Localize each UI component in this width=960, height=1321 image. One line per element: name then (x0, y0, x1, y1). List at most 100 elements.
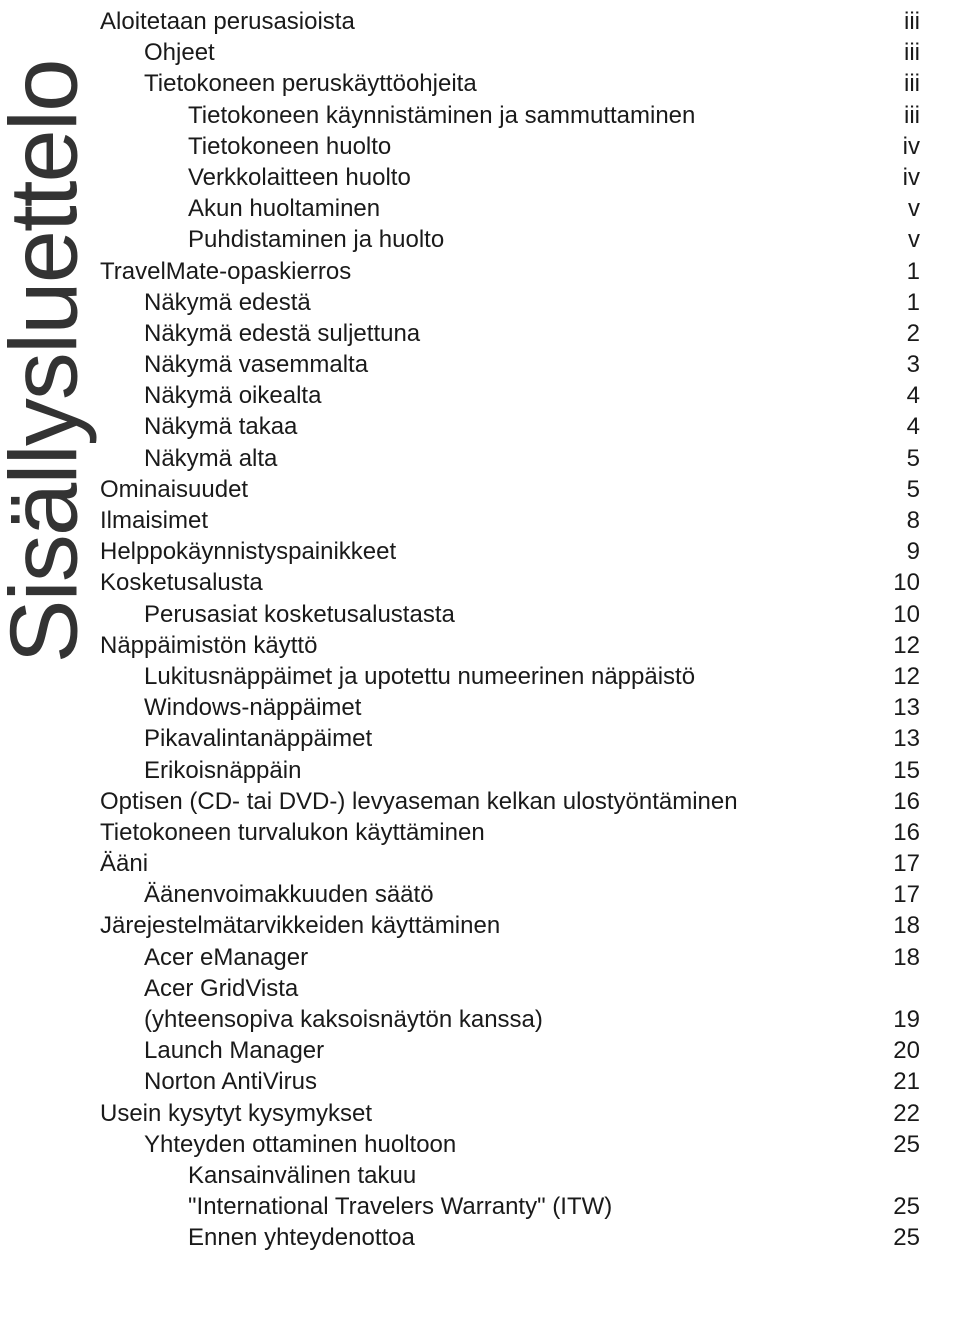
toc-row: Näkymä vasemmalta3 (100, 349, 920, 380)
toc-row: Norton AntiVirus21 (100, 1066, 920, 1097)
toc-page-number: 18 (864, 942, 920, 973)
toc-page-number: 3 (864, 349, 920, 380)
toc-page-number: 10 (864, 567, 920, 598)
toc-page-number: 25 (864, 1222, 920, 1253)
toc-page-number: 5 (864, 443, 920, 474)
toc-page-number: 13 (864, 692, 920, 723)
toc-label: Lukitusnäppäimet ja upotettu numeerinen … (144, 661, 864, 692)
toc-label: Kansainvälinen takuu (188, 1160, 864, 1191)
toc-label: Näppäimistön käyttö (100, 630, 864, 661)
toc-page-number: 12 (864, 630, 920, 661)
toc-label: Norton AntiVirus (144, 1066, 864, 1097)
toc-label: Erikoisnäppäin (144, 755, 864, 786)
toc-row: Kosketusalusta10 (100, 567, 920, 598)
toc-row: Näkymä edestä suljettuna2 (100, 318, 920, 349)
toc-row: Launch Manager20 (100, 1035, 920, 1066)
toc-label: "International Travelers Warranty" (ITW) (188, 1191, 864, 1222)
toc-page-number: 9 (864, 536, 920, 567)
toc-label: Acer eManager (144, 942, 864, 973)
toc-page-number: 18 (864, 910, 920, 941)
toc-row: Järejestelmätarvikkeiden käyttäminen18 (100, 910, 920, 941)
toc-row: Aloitetaan perusasioistaiii (100, 6, 920, 37)
toc-row: (yhteensopiva kaksoisnäytön kanssa)19 (100, 1004, 920, 1035)
toc-row: Optisen (CD- tai DVD-) levyaseman kelkan… (100, 786, 920, 817)
toc-page-number: 22 (864, 1098, 920, 1129)
toc-page-number: 1 (864, 287, 920, 318)
toc-label: Näkymä edestä suljettuna (144, 318, 864, 349)
toc-page-number: 5 (864, 474, 920, 505)
toc-label: Tietokoneen huolto (188, 131, 864, 162)
toc-label: Windows-näppäimet (144, 692, 864, 723)
toc-page-number: iv (864, 162, 920, 193)
toc-page-number: iii (864, 37, 920, 68)
toc-label: Verkkolaitteen huolto (188, 162, 864, 193)
toc-label: Järejestelmätarvikkeiden käyttäminen (100, 910, 864, 941)
toc-row: Tietokoneen turvalukon käyttäminen16 (100, 817, 920, 848)
toc-label: Kosketusalusta (100, 567, 864, 598)
toc-label: Optisen (CD- tai DVD-) levyaseman kelkan… (100, 786, 864, 817)
toc-page-number: 2 (864, 318, 920, 349)
toc-label: Puhdistaminen ja huolto (188, 224, 864, 255)
toc-row: Äänenvoimakkuuden säätö17 (100, 879, 920, 910)
toc-page-number: 17 (864, 848, 920, 879)
toc-page-number: v (864, 224, 920, 255)
toc-row: Lukitusnäppäimet ja upotettu numeerinen … (100, 661, 920, 692)
toc-row: "International Travelers Warranty" (ITW)… (100, 1191, 920, 1222)
toc-row: Tietokoneen huoltoiv (100, 131, 920, 162)
toc-row: Näkymä alta5 (100, 443, 920, 474)
toc-label: Näkymä vasemmalta (144, 349, 864, 380)
toc-label: Launch Manager (144, 1035, 864, 1066)
toc-page-number: 4 (864, 380, 920, 411)
toc-page-number: 15 (864, 755, 920, 786)
toc-page-number: 8 (864, 505, 920, 536)
toc-page-number: 13 (864, 723, 920, 754)
toc-page-number: 20 (864, 1035, 920, 1066)
toc-page-number: 17 (864, 879, 920, 910)
toc-row: Acer GridVista (100, 973, 920, 1004)
table-of-contents: Aloitetaan perusasioistaiiiOhjeetiiiTiet… (100, 6, 920, 1254)
toc-label: Helppokäynnistyspainikkeet (100, 536, 864, 567)
toc-row: Puhdistaminen ja huoltov (100, 224, 920, 255)
toc-row: Acer eManager18 (100, 942, 920, 973)
toc-page-number: 19 (864, 1004, 920, 1035)
sidebar-heading: Sisällysluettelo (0, 2, 92, 722)
toc-page-number: 10 (864, 599, 920, 630)
toc-label: Ilmaisimet (100, 505, 864, 536)
toc-label: Aloitetaan perusasioista (100, 6, 864, 37)
toc-row: Tietokoneen peruskäyttöohjeitaiii (100, 68, 920, 99)
toc-label: TravelMate-opaskierros (100, 256, 864, 287)
toc-label: Usein kysytyt kysymykset (100, 1098, 864, 1129)
toc-label: Näkymä edestä (144, 287, 864, 318)
toc-row: Verkkolaitteen huoltoiv (100, 162, 920, 193)
toc-row: Näkymä takaa4 (100, 411, 920, 442)
toc-row: Ääni17 (100, 848, 920, 879)
toc-row: Yhteyden ottaminen huoltoon25 (100, 1129, 920, 1160)
toc-page-number: 16 (864, 817, 920, 848)
toc-label: Tietokoneen turvalukon käyttäminen (100, 817, 864, 848)
toc-label: Acer GridVista (144, 973, 864, 1004)
toc-row: Ennen yhteydenottoa25 (100, 1222, 920, 1253)
toc-row: Näkymä oikealta4 (100, 380, 920, 411)
toc-row: Windows-näppäimet13 (100, 692, 920, 723)
toc-label: Näkymä takaa (144, 411, 864, 442)
toc-page-number: 1 (864, 256, 920, 287)
toc-label: Yhteyden ottaminen huoltoon (144, 1129, 864, 1160)
toc-row: Erikoisnäppäin15 (100, 755, 920, 786)
toc-label: Näkymä alta (144, 443, 864, 474)
toc-page-number: v (864, 193, 920, 224)
toc-label: Ohjeet (144, 37, 864, 68)
toc-row: Ominaisuudet5 (100, 474, 920, 505)
toc-row: Näppäimistön käyttö12 (100, 630, 920, 661)
toc-page-number: iii (864, 68, 920, 99)
toc-page-number: 25 (864, 1191, 920, 1222)
toc-row: Pikavalintanäppäimet13 (100, 723, 920, 754)
toc-label: Ennen yhteydenottoa (188, 1222, 864, 1253)
toc-label: Näkymä oikealta (144, 380, 864, 411)
toc-row: Helppokäynnistyspainikkeet9 (100, 536, 920, 567)
toc-row: Perusasiat kosketusalustasta10 (100, 599, 920, 630)
toc-row: Näkymä edestä1 (100, 287, 920, 318)
toc-label: Tietokoneen käynnistäminen ja sammuttami… (188, 100, 864, 131)
toc-page-number: 21 (864, 1066, 920, 1097)
toc-page-number: iii (864, 6, 920, 37)
toc-row: Tietokoneen käynnistäminen ja sammuttami… (100, 100, 920, 131)
